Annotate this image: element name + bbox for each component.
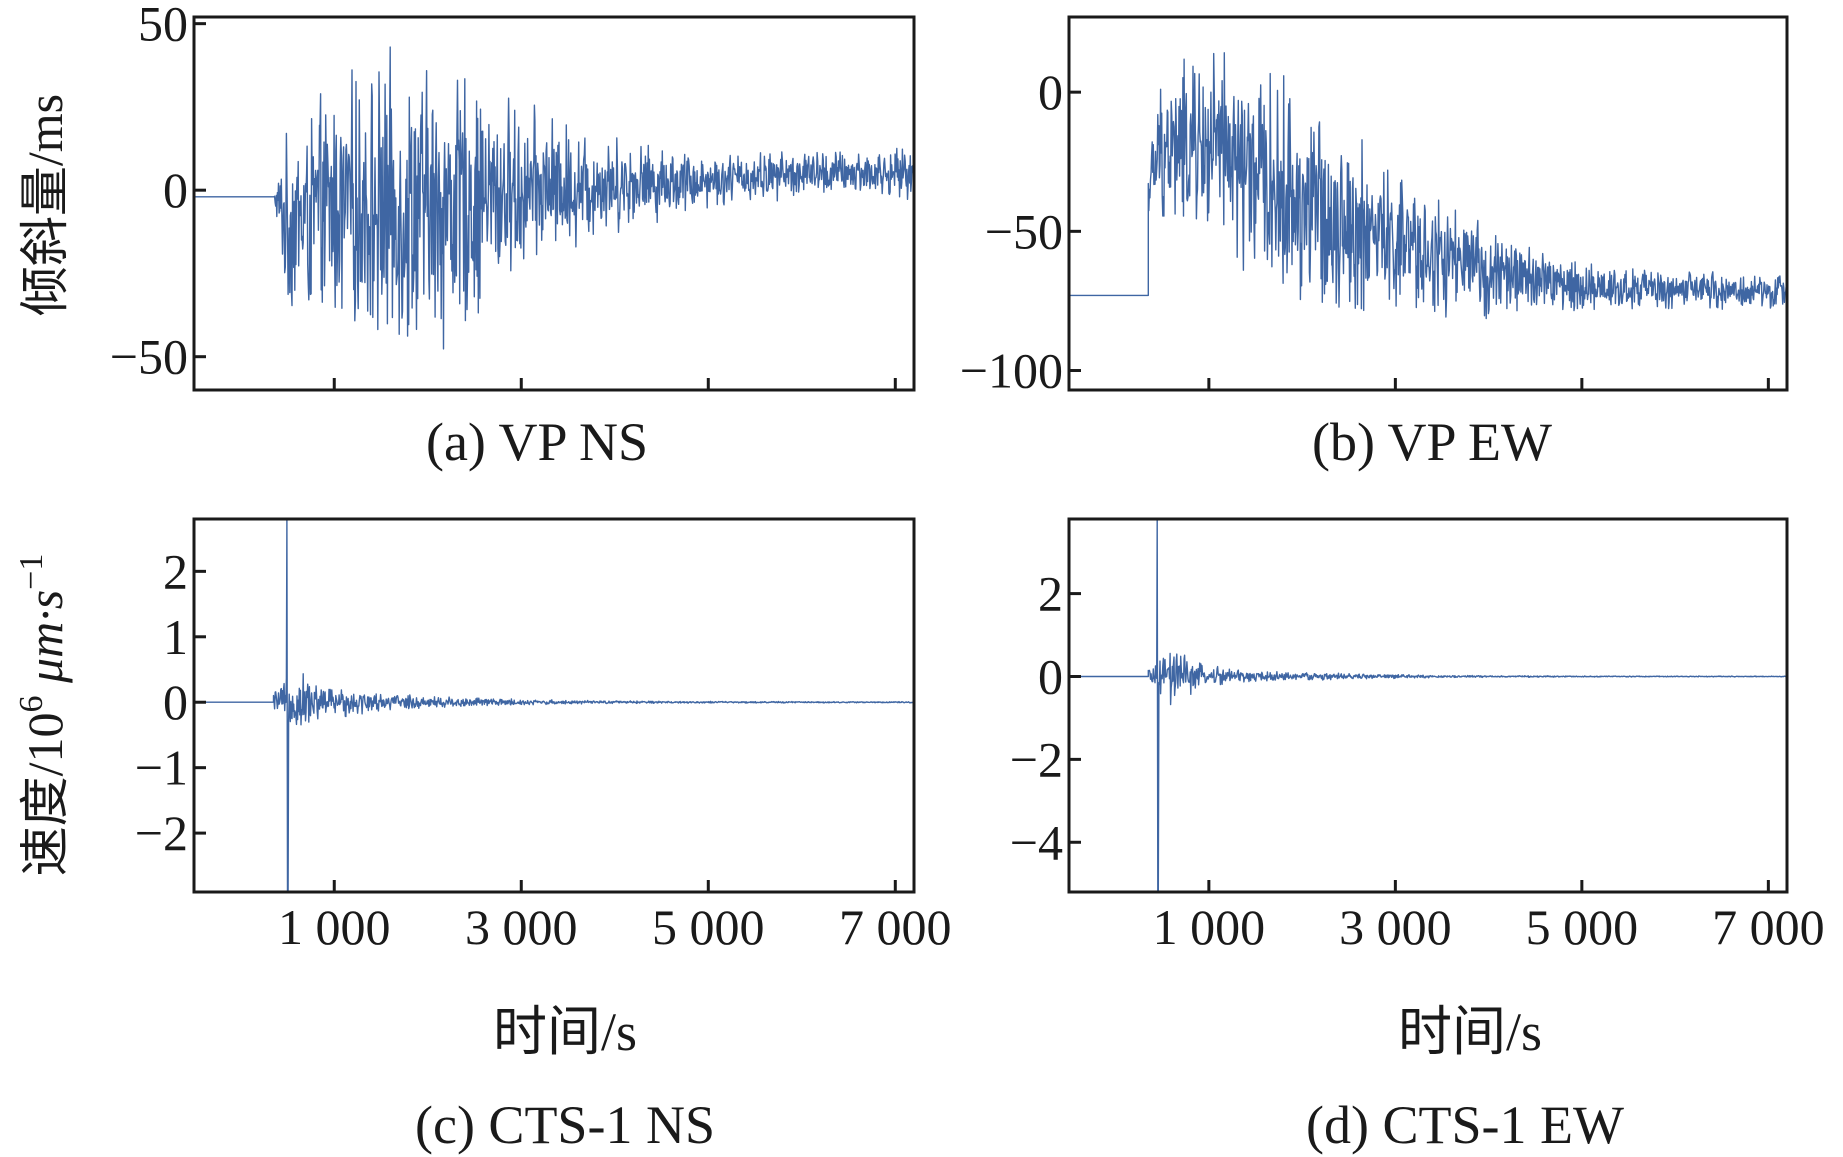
plot-b-yticks: −100 −50 0: [960, 64, 1081, 399]
plot-a-xticks: [332, 378, 897, 390]
plot-c-traces: [194, 519, 914, 892]
ytick-label-d-2: 0: [1038, 648, 1063, 704]
plot-c-xticks: 1 000 3 000 5 000 7 000: [278, 880, 952, 955]
xtick-label-c-2: 5 000: [652, 899, 765, 955]
caption-b: (b) VP EW: [1312, 412, 1552, 472]
series-line-d: [1069, 519, 1787, 892]
ytick-label-d-1: −2: [1010, 731, 1063, 787]
plot-d-frame: [1067, 517, 1789, 894]
ytick-label-a-0: −50: [110, 329, 188, 385]
xtick-label-d-2: 5 000: [1526, 899, 1639, 955]
xtick-label-d-3: 7 000: [1712, 899, 1825, 955]
plot-b-traces: [1069, 52, 1787, 320]
caption-c: (c) CTS-1 NS: [415, 1095, 715, 1155]
ytick-label-a-2: 50: [138, 0, 188, 52]
plot-a-yticks: −50 0 50: [110, 0, 206, 385]
xtick-label-c-0: 1 000: [278, 899, 391, 955]
panel-a: −50 0 50 (a) VP NS: [110, 0, 916, 472]
caption-a: (a) VP NS: [426, 412, 648, 472]
xlabel-c: 时间/s: [493, 1002, 637, 1062]
panel-b: −100 −50 0 (b) VP EW: [960, 15, 1789, 472]
ylabel-bottom-exp: 6: [13, 695, 50, 712]
plot-c-frame: [192, 517, 916, 894]
plot-a-frame: [192, 15, 916, 392]
ytick-label-b-1: −50: [985, 203, 1063, 259]
plot-b-xticks: [1207, 378, 1770, 390]
plot-b-frame: [1067, 15, 1789, 392]
ytick-label-c-1: −1: [135, 740, 188, 796]
ytick-label-b-0: −100: [960, 343, 1063, 399]
series-line-b: [1069, 52, 1787, 320]
ylabel-top: 倾斜量/ms: [17, 94, 73, 316]
xtick-label-c-1: 3 000: [465, 899, 578, 955]
ytick-label-a-1: 0: [163, 162, 188, 218]
panel-d: 1 000 3 000 5 000 7 000 −4 −2 0 2 时间/s (d) CTS…: [1010, 517, 1825, 1155]
ylabel-bottom: 速度/106 μm·s−1: [13, 554, 73, 877]
xtick-label-c-3: 7 000: [839, 899, 952, 955]
series-line-a: [194, 46, 914, 350]
plot-c-yticks: −2 −1 0 1 2: [135, 543, 206, 861]
xtick-label-d-0: 1 000: [1153, 899, 1266, 955]
xlabel-d: 时间/s: [1398, 1002, 1542, 1062]
ytick-label-c-4: 2: [163, 543, 188, 599]
ylabel-bottom-main: 速度/10: [17, 712, 73, 876]
ytick-label-c-0: −2: [135, 805, 188, 861]
ytick-label-c-2: 0: [163, 674, 188, 730]
ytick-label-b-2: 0: [1038, 64, 1063, 120]
plot-d-yticks: −4 −2 0 2: [1010, 566, 1081, 870]
xtick-label-d-1: 3 000: [1339, 899, 1452, 955]
ytick-label-c-3: 1: [163, 609, 188, 665]
plot-d-traces: [1069, 519, 1787, 892]
ytick-label-d-3: 2: [1038, 566, 1063, 622]
caption-d: (d) CTS-1 EW: [1306, 1095, 1624, 1155]
ytick-label-d-0: −4: [1010, 814, 1063, 870]
series-line-c: [194, 519, 914, 892]
plot-d-xticks: 1 000 3 000 5 000 7 000: [1153, 880, 1825, 955]
ylabel-bottom-unit: μm·s: [17, 590, 73, 696]
ylabel-bottom-unit-exp: −1: [13, 554, 50, 590]
plot-a-traces: [194, 46, 914, 350]
panel-c: 1 000 3 000 5 000 7 000 −2 −1 0 1 2 时间/s (c) CT…: [135, 517, 952, 1155]
